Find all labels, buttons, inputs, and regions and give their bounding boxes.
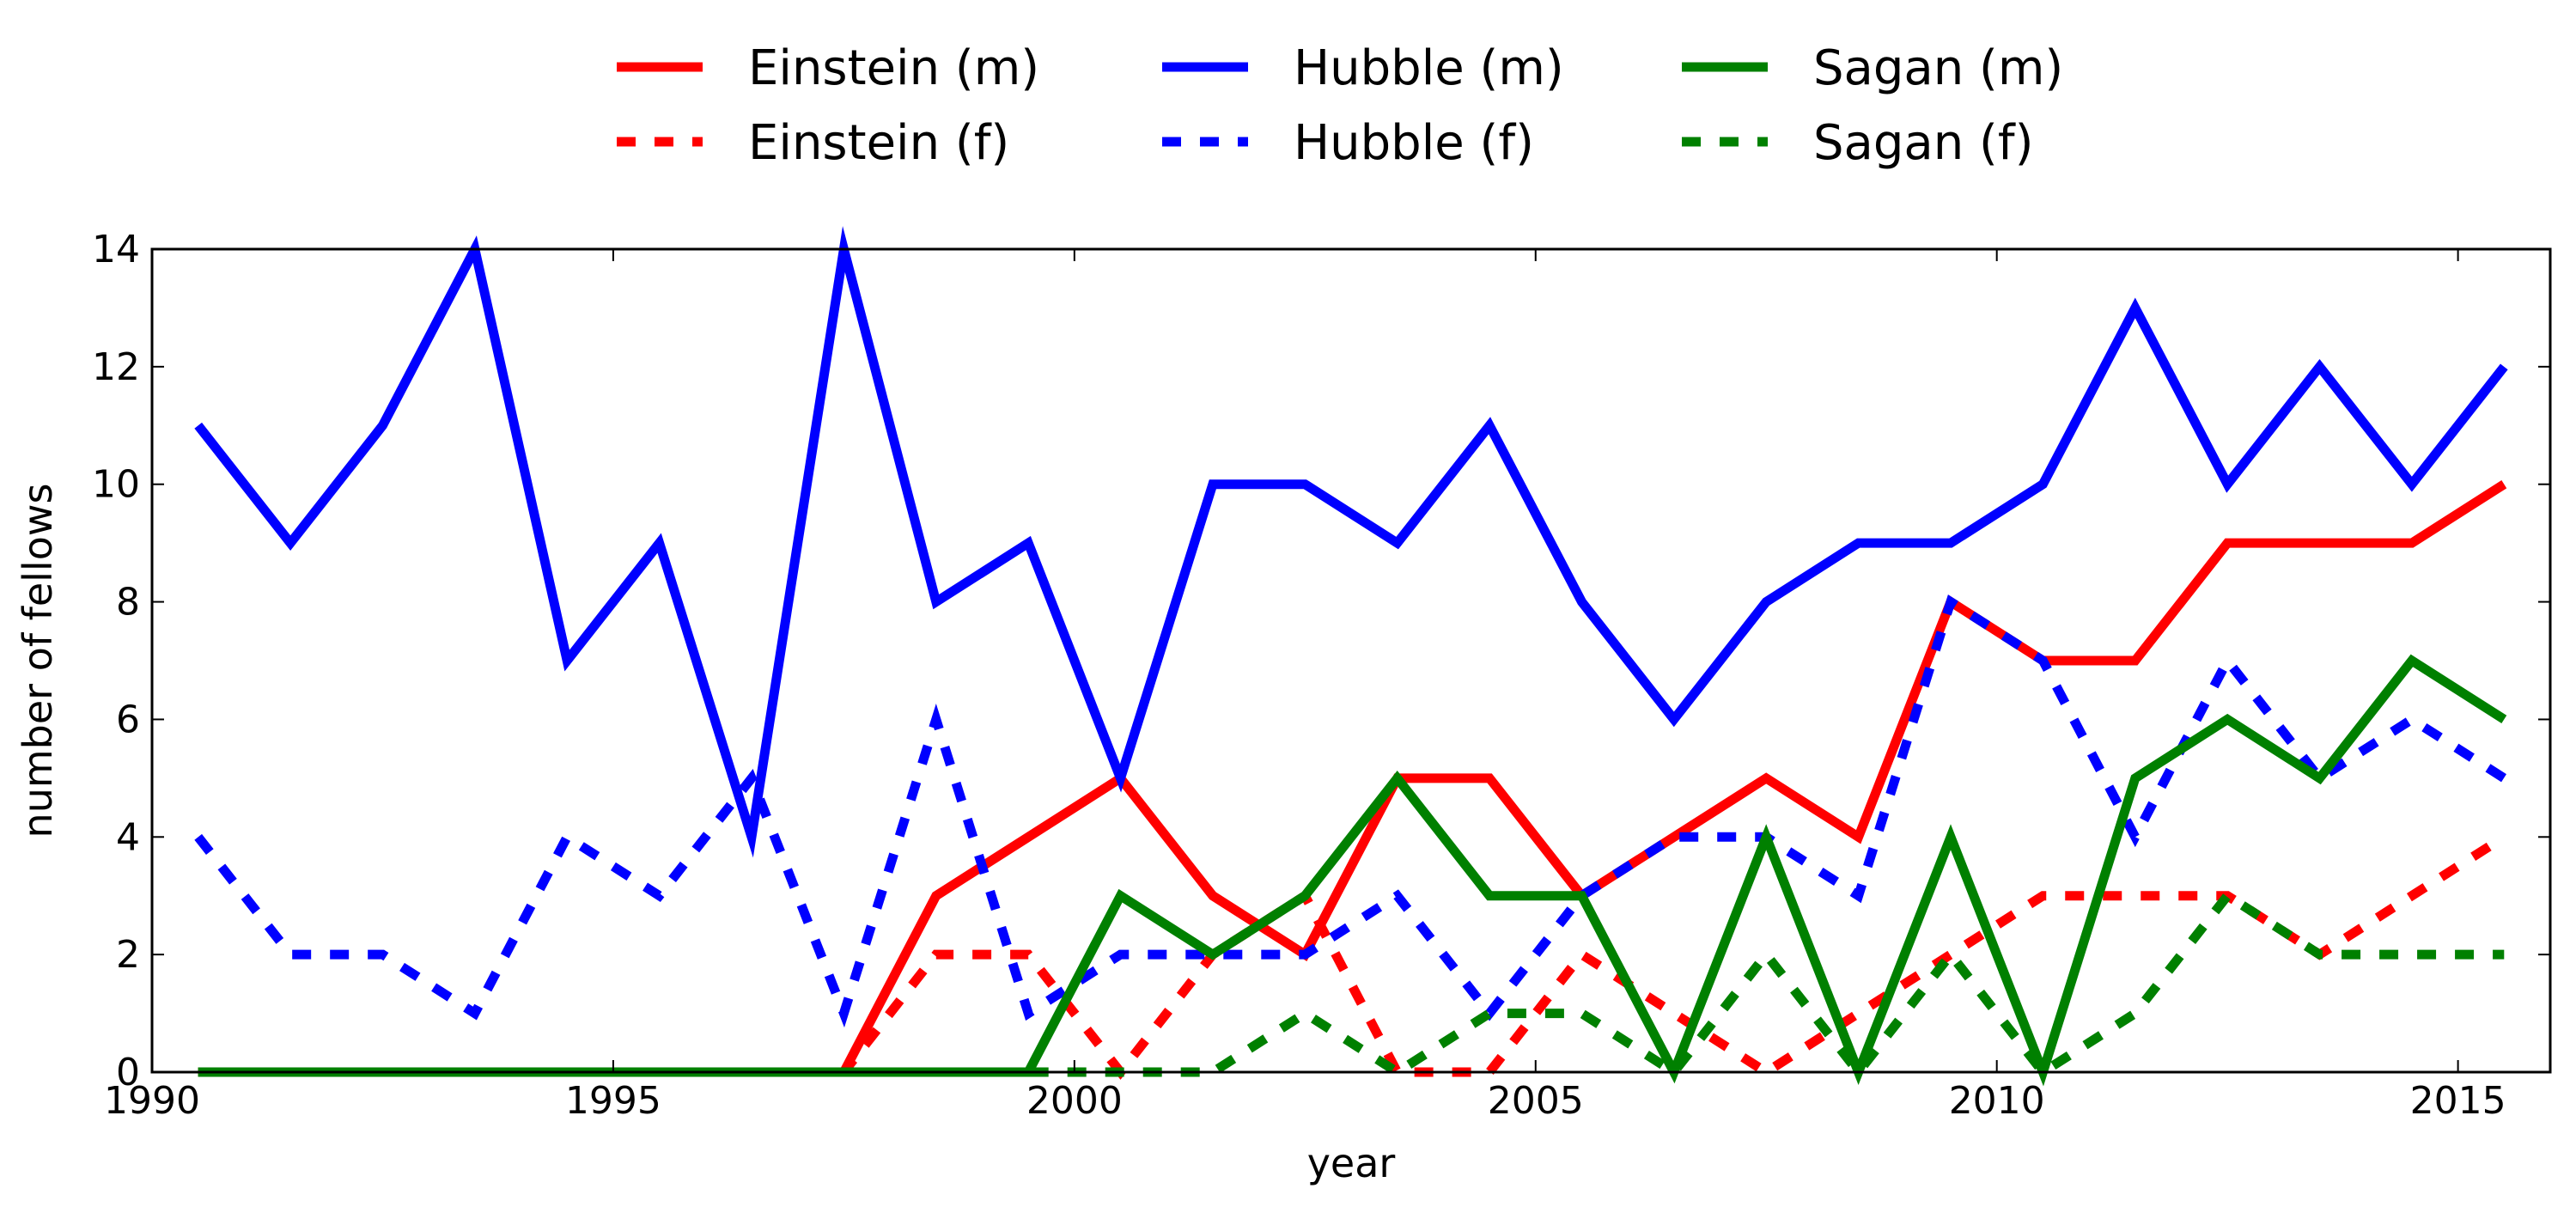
series-line-2 bbox=[194, 226, 2508, 858]
plot-frame bbox=[150, 247, 2552, 1074]
y-tick-label: 8 bbox=[116, 581, 140, 625]
x-axis-label: year bbox=[1307, 1140, 1396, 1186]
y-tick-label: 0 bbox=[116, 1051, 140, 1094]
y-axis-ticks: 0 2 4 6 8 10 12 14 bbox=[92, 228, 2550, 1094]
legend-label-3: Hubble (f) bbox=[1294, 115, 1534, 171]
y-tick-label: 4 bbox=[116, 815, 140, 859]
legend-label-5: Sagan (f) bbox=[1813, 115, 2033, 171]
x-tick-label: 1990 bbox=[104, 1079, 200, 1123]
legend-label-4: Sagan (m) bbox=[1813, 40, 2063, 96]
legend: Einstein (m) Einstein (f) Hubble (m) Hubble… bbox=[617, 40, 2063, 171]
series-line-5 bbox=[198, 889, 2505, 1080]
legend-label-0: Einstein (m) bbox=[748, 40, 1039, 96]
y-tick-label: 6 bbox=[116, 698, 140, 741]
x-tick-label: 2000 bbox=[1026, 1079, 1123, 1123]
y-tick-label: 12 bbox=[92, 345, 140, 389]
y-tick-label: 10 bbox=[92, 463, 140, 507]
legend-label-2: Hubble (m) bbox=[1294, 40, 1564, 96]
legend-label-1: Einstein (f) bbox=[748, 115, 1009, 171]
y-tick-label: 2 bbox=[116, 933, 140, 977]
x-axis-ticks: 1990 1995 2000 2005 2010 2015 bbox=[104, 249, 2506, 1123]
series-lines bbox=[194, 226, 2508, 1087]
x-tick-label: 1995 bbox=[565, 1079, 661, 1123]
y-tick-label: 14 bbox=[92, 228, 140, 271]
series-line-3 bbox=[194, 594, 2507, 1028]
x-tick-label: 2010 bbox=[1949, 1079, 2045, 1123]
x-tick-label: 2015 bbox=[2410, 1079, 2506, 1123]
y-axis-label: number of fellows bbox=[15, 484, 61, 838]
x-tick-label: 2005 bbox=[1488, 1079, 1584, 1123]
